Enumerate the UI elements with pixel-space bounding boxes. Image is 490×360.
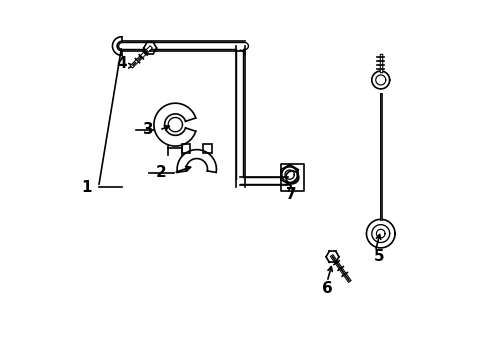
Text: 7: 7 [286, 187, 297, 202]
Text: 6: 6 [322, 282, 333, 296]
Text: 5: 5 [374, 249, 384, 264]
Text: 4: 4 [117, 57, 127, 71]
Text: 2: 2 [156, 165, 167, 180]
Text: 3: 3 [143, 122, 154, 138]
Text: 1: 1 [81, 180, 92, 195]
